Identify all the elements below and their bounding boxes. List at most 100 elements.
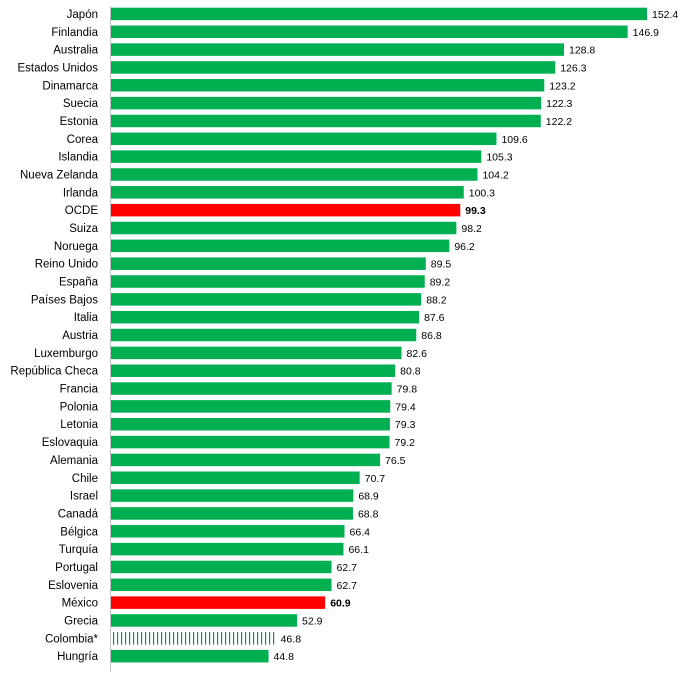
value-label: 82.6 <box>407 348 428 360</box>
category-label: Polonia <box>60 401 99 413</box>
bar-18 <box>111 328 417 342</box>
bar-2 <box>111 43 564 56</box>
bar-15 <box>111 275 425 288</box>
value-label: 104.2 <box>482 169 508 181</box>
bar-5 <box>111 96 542 110</box>
value-label: 60.9 <box>330 598 351 610</box>
value-label: 44.8 <box>274 651 295 663</box>
bar-4 <box>111 79 545 92</box>
value-label: 70.7 <box>365 473 386 485</box>
value-label: 98.2 <box>461 223 482 235</box>
category-label: Alemania <box>50 455 99 467</box>
value-label: 122.3 <box>546 98 572 110</box>
category-label: Eslovaquia <box>42 437 99 449</box>
bar-16 <box>111 293 422 306</box>
value-label: 99.3 <box>465 205 486 217</box>
category-label: Noruega <box>54 241 99 253</box>
category-label: Portugal <box>55 562 98 574</box>
category-label: Francia <box>60 384 99 396</box>
value-label: 87.6 <box>424 312 445 324</box>
bar-23 <box>111 417 390 431</box>
bar-36 <box>111 649 269 663</box>
category-label: Nueva Zelanda <box>20 169 99 181</box>
value-label: 96.2 <box>454 241 475 253</box>
bar-14 <box>111 257 426 270</box>
category-label: Finlandia <box>51 27 98 39</box>
bar-34 <box>111 614 298 627</box>
value-label: 152.4 <box>652 9 678 21</box>
bar-27 <box>111 489 354 502</box>
value-label: 126.3 <box>560 62 586 74</box>
bar-6 <box>111 114 541 128</box>
category-label: Países Bajos <box>31 294 98 306</box>
category-label: Reino Unido <box>35 259 98 271</box>
category-label: Eslovenia <box>48 580 98 592</box>
value-label: 128.8 <box>569 45 595 57</box>
bar-11 <box>111 203 461 217</box>
bar-7 <box>111 132 497 146</box>
value-label: 122.2 <box>546 116 572 128</box>
category-label: Italia <box>74 312 99 324</box>
bar-20 <box>111 364 396 377</box>
value-label: 66.4 <box>350 526 371 538</box>
category-label: Letonia <box>60 419 98 431</box>
value-label: 89.5 <box>431 259 452 271</box>
category-label: Hungría <box>57 651 99 663</box>
value-label: 109.6 <box>501 134 527 146</box>
category-label: Austria <box>62 330 98 342</box>
value-label: 123.2 <box>549 80 575 92</box>
bar-26 <box>111 471 360 485</box>
value-label: 100.3 <box>469 187 495 199</box>
bar-21 <box>111 382 392 395</box>
value-label: 105.3 <box>486 152 512 164</box>
value-label: 66.1 <box>348 544 369 556</box>
value-label: 86.8 <box>421 330 442 342</box>
value-label: 79.3 <box>395 419 416 431</box>
category-label: Canadá <box>58 508 99 520</box>
category-label: México <box>62 598 98 610</box>
category-label: Australia <box>53 45 98 57</box>
category-label: República Checa <box>10 366 98 378</box>
bar-12 <box>111 221 457 235</box>
category-label: España <box>59 277 99 289</box>
category-label: Luxemburgo <box>34 348 98 360</box>
bar-19 <box>111 346 402 360</box>
value-label: 68.8 <box>358 508 379 520</box>
value-label: 52.9 <box>302 615 323 627</box>
bar-35 <box>111 632 276 645</box>
category-label: Corea <box>67 134 99 146</box>
value-label: 68.9 <box>358 491 379 503</box>
value-label: 146.9 <box>633 27 659 39</box>
category-label: Grecia <box>64 615 98 627</box>
category-label: Suecia <box>63 98 99 110</box>
value-label: 79.4 <box>395 401 416 413</box>
bar-32 <box>111 578 332 592</box>
category-label: Japón <box>67 9 98 21</box>
category-label: Turquía <box>59 544 99 556</box>
value-label: 46.8 <box>281 633 302 645</box>
bar-9 <box>111 168 478 181</box>
bar-33 <box>111 596 326 609</box>
value-label: 79.2 <box>395 437 416 449</box>
category-label: Estados Unidos <box>17 62 98 74</box>
bar-25 <box>111 453 381 467</box>
bar-24 <box>111 435 390 449</box>
value-label: 79.8 <box>397 384 418 396</box>
bar-29 <box>111 525 345 538</box>
bar-10 <box>111 186 464 199</box>
category-label: Irlanda <box>63 187 99 199</box>
category-label: Estonia <box>60 116 99 128</box>
bar-31 <box>111 560 332 574</box>
value-label: 62.7 <box>337 580 358 592</box>
category-label: Dinamarca <box>42 80 98 92</box>
bar-0 <box>111 7 647 21</box>
value-label: 76.5 <box>385 455 406 467</box>
value-label: 88.2 <box>426 294 447 306</box>
category-label: Israel <box>70 491 98 503</box>
bar-13 <box>111 239 450 253</box>
bar-22 <box>111 400 391 413</box>
value-label: 89.2 <box>430 277 451 289</box>
category-label: Islandia <box>58 152 98 164</box>
category-label: OCDE <box>65 205 99 217</box>
